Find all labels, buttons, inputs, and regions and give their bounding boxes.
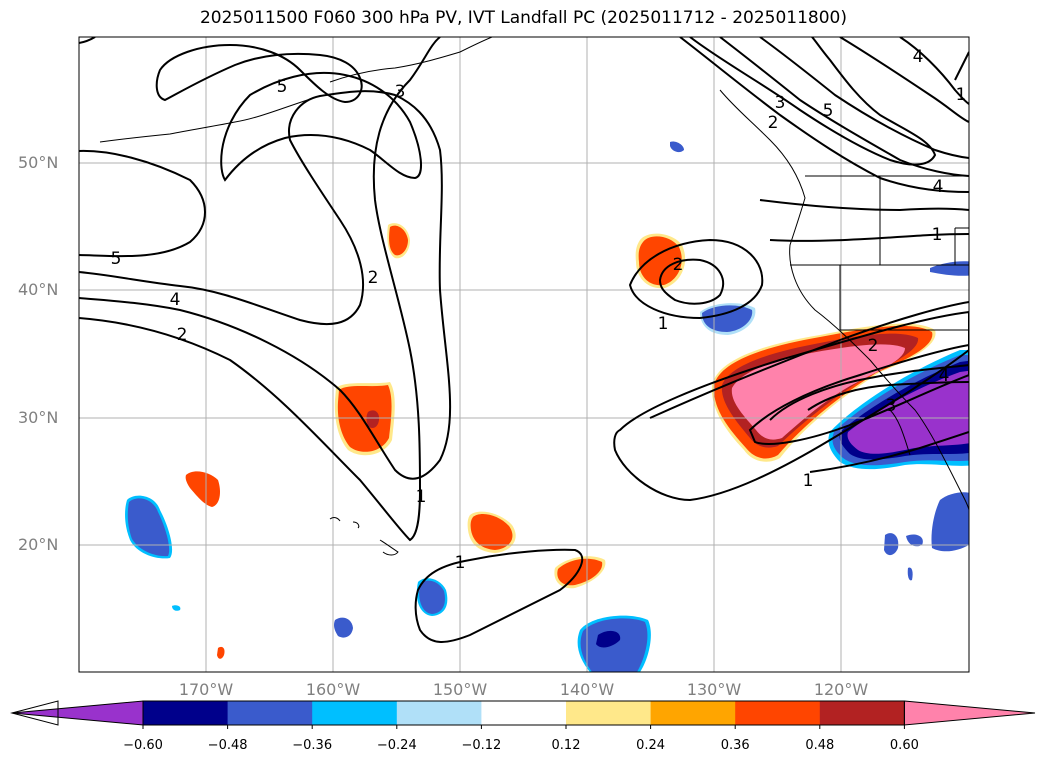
contour-label: 4: [939, 366, 950, 386]
coastlines: [99, 37, 969, 556]
pv-contours: [79, 37, 969, 643]
colorbar-cell: [312, 701, 398, 725]
colorbar-cell: [735, 701, 821, 725]
lon-label-160w: 160°W: [305, 680, 361, 699]
colorbar-tick-label: −0.48: [207, 738, 248, 753]
contour-label: 1: [803, 471, 814, 491]
colorbar-tick-label: −0.12: [461, 738, 502, 753]
colorbar: [10, 700, 1036, 729]
lon-label-140w: 140°W: [559, 680, 615, 699]
colorbar-extend-high: [903, 700, 1036, 726]
lat-label-20n: 20°N: [18, 535, 59, 554]
colorbar-cell: [566, 701, 652, 725]
contour-label: 1: [416, 487, 427, 507]
map-panel: 5 3 5 4 2 2 1 1 2 1 1 3 2 5 4 4 1 2 4 3 …: [78, 36, 970, 673]
colorbar-cell: [143, 701, 229, 725]
contour-label: 4: [913, 47, 924, 67]
contour-label: 5: [277, 77, 288, 97]
contour-label: 1: [658, 314, 669, 334]
contour-label: 3: [775, 93, 786, 113]
lat-label-30n: 30°N: [18, 408, 59, 427]
contour-label: 5: [111, 249, 122, 269]
colorbar-frame: [142, 700, 905, 726]
lon-label-170w: 170°W: [178, 680, 234, 699]
contour-label: 4: [933, 177, 944, 197]
contour-label: 1: [956, 85, 967, 105]
colorbar-tick-label: −0.24: [376, 738, 417, 753]
contour-label: 4: [170, 290, 181, 310]
colorbar-tick-label: −0.60: [123, 738, 163, 753]
colorbar-cell: [819, 701, 905, 725]
pc-shading-positive: [185, 223, 936, 659]
contour-label: 1: [932, 225, 943, 245]
colorbar-tick-label: −0.36: [292, 738, 333, 753]
map-gridlines: [79, 37, 969, 672]
lon-label-130w: 130°W: [686, 680, 742, 699]
contour-label: 2: [673, 255, 684, 275]
lat-label-50n: 50°N: [18, 153, 59, 172]
colorbar-tick-label: 0.60: [889, 738, 919, 753]
contour-labels: 5 3 5 4 2 2 1 1 2 1 1 3 2 5 4 4 1 2 4 3 …: [111, 47, 967, 573]
map-frame: [78, 36, 970, 673]
colorbar-tick-label: 0.24: [636, 738, 666, 753]
contour-label: 2: [868, 336, 879, 356]
contour-label: 1: [455, 553, 466, 573]
lon-label-150w: 150°W: [432, 680, 488, 699]
contour-label: 2: [368, 268, 379, 288]
colorbar-cell: [227, 701, 313, 725]
contour-label: 5: [823, 101, 834, 121]
lat-label-40n: 40°N: [18, 280, 59, 299]
map-title: 2025011500 F060 300 hPa PV, IVT Landfall…: [199, 8, 847, 28]
colorbar-tick-label: 0.12: [551, 738, 581, 753]
contour-label: 2: [177, 325, 188, 345]
colorbar-tick-label: 0.36: [720, 738, 750, 753]
colorbar-extend-low: [11, 700, 144, 726]
pc-shading-negative: [125, 141, 969, 672]
colorbar-cell: [481, 701, 567, 725]
contour-label: 2: [768, 113, 779, 133]
lon-label-120w: 120°W: [813, 680, 869, 699]
colorbar-cell: [650, 701, 736, 725]
contour-label: 3: [886, 396, 897, 416]
colorbar-cell: [396, 701, 482, 725]
colorbar-tick-label: 0.48: [805, 738, 835, 753]
contour-label: 3: [395, 82, 406, 102]
